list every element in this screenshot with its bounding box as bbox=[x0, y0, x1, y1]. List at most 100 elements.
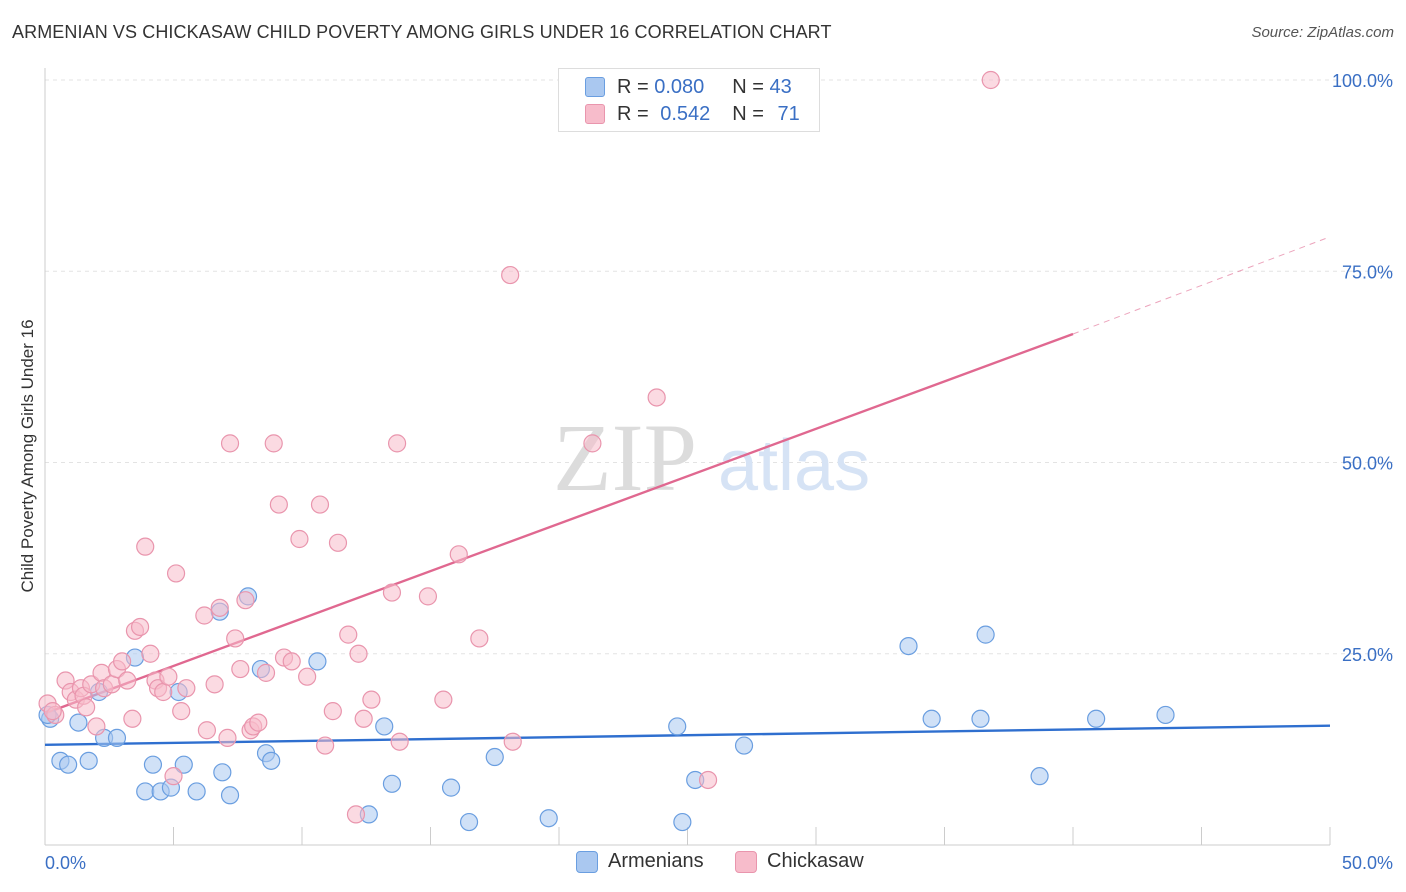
legend-swatch-armenians bbox=[585, 77, 605, 97]
point-armenians bbox=[262, 751, 281, 770]
point-armenians bbox=[976, 625, 995, 644]
point-armenians bbox=[971, 709, 990, 728]
grid-lines bbox=[45, 79, 1393, 655]
point-chickasaw bbox=[362, 690, 381, 709]
chart-title: ARMENIAN VS CHICKASAW CHILD POVERTY AMON… bbox=[12, 22, 832, 42]
trend-line-armenians bbox=[44, 724, 1331, 746]
point-armenians bbox=[143, 755, 163, 774]
bottom-legend-chickasaw: Chickasaw bbox=[735, 850, 864, 873]
point-chickasaw bbox=[264, 434, 283, 453]
point-chickasaw bbox=[164, 767, 183, 786]
point-chickasaw bbox=[418, 587, 438, 606]
point-chickasaw bbox=[102, 675, 121, 694]
point-armenians bbox=[734, 736, 754, 755]
point-chickasaw bbox=[236, 591, 255, 610]
point-chickasaw bbox=[501, 265, 520, 285]
point-chickasaw bbox=[218, 728, 237, 748]
watermark: ZIP atlas bbox=[553, 404, 870, 511]
point-chickasaw bbox=[269, 495, 288, 514]
point-chickasaw bbox=[647, 388, 666, 407]
point-chickasaw bbox=[130, 617, 150, 637]
point-chickasaw bbox=[328, 533, 348, 552]
point-chickasaw bbox=[282, 652, 301, 671]
legend-r-label: R = bbox=[617, 75, 649, 98]
bottom-legend-swatch-chickasaw bbox=[735, 850, 757, 873]
point-armenians bbox=[79, 751, 98, 770]
point-armenians bbox=[441, 778, 461, 797]
point-chickasaw bbox=[470, 629, 489, 648]
point-chickasaw bbox=[77, 698, 96, 717]
point-chickasaw bbox=[310, 495, 330, 514]
y-tick-label: 25.0% bbox=[1342, 645, 1393, 665]
chart-source: Source: ZipAtlas.com bbox=[1251, 24, 1394, 41]
point-chickasaw bbox=[382, 583, 402, 602]
bottom-legend-swatch-armenians bbox=[576, 850, 598, 873]
point-chickasaw bbox=[698, 770, 718, 790]
point-armenians bbox=[673, 812, 692, 832]
point-chickasaw bbox=[298, 667, 317, 686]
legend-r-label: R = bbox=[617, 102, 649, 125]
legend-row-armenians: R = 0.080 N = 43 bbox=[585, 75, 792, 99]
point-armenians bbox=[485, 747, 504, 767]
point-chickasaw bbox=[339, 625, 358, 644]
trend-lines bbox=[44, 236, 1331, 746]
legend-row-chickasaw: R = 0.542 N = 71 bbox=[585, 102, 800, 126]
bottom-legend: Armenians Chickasaw bbox=[0, 850, 1406, 878]
point-chickasaw bbox=[136, 537, 155, 556]
point-chickasaw bbox=[141, 644, 160, 663]
point-chickasaw bbox=[166, 564, 186, 583]
legend-n-value-chickasaw: 71 bbox=[777, 102, 800, 125]
point-chickasaw bbox=[346, 805, 366, 824]
point-chickasaw bbox=[123, 709, 142, 728]
point-chickasaw bbox=[197, 721, 217, 740]
point-chickasaw bbox=[981, 70, 1000, 90]
point-chickasaw bbox=[449, 545, 468, 564]
point-chickasaw bbox=[159, 667, 178, 686]
point-chickasaw bbox=[316, 736, 335, 755]
point-armenians bbox=[174, 755, 193, 774]
point-armenians bbox=[1030, 767, 1049, 786]
point-armenians bbox=[375, 717, 394, 736]
point-armenians bbox=[668, 717, 687, 736]
bottom-legend-label-armenians: Armenians bbox=[608, 850, 704, 872]
tick-labels: 25.0% 50.0% 75.0% 100.0% 0.0% 50.0% bbox=[45, 71, 1393, 873]
point-chickasaw bbox=[323, 702, 342, 721]
point-chickasaw bbox=[249, 713, 268, 732]
point-armenians bbox=[69, 713, 88, 732]
trend-line-chickasaw bbox=[44, 332, 1074, 715]
point-chickasaw bbox=[195, 606, 214, 625]
point-armenians bbox=[459, 812, 479, 832]
point-armenians bbox=[922, 709, 941, 728]
point-chickasaw bbox=[118, 671, 137, 690]
x-tick-label: 50.0% bbox=[1342, 853, 1393, 873]
legend: R = 0.080 N = 43 R = 0.542 N = 71 bbox=[558, 68, 820, 132]
legend-r-value-armenians: 0.080 bbox=[654, 75, 705, 98]
point-armenians bbox=[213, 763, 232, 782]
point-chickasaw bbox=[434, 690, 453, 709]
point-armenians bbox=[1156, 705, 1175, 725]
point-armenians bbox=[59, 755, 78, 774]
point-chickasaw bbox=[43, 702, 62, 721]
point-armenians bbox=[187, 782, 206, 801]
bottom-legend-label-chickasaw: Chickasaw bbox=[767, 850, 864, 872]
point-armenians bbox=[308, 652, 327, 671]
point-chickasaw bbox=[390, 732, 409, 751]
point-chickasaw bbox=[210, 598, 229, 617]
point-armenians bbox=[382, 774, 402, 793]
y-axis-label: Child Poverty Among Girls Under 16 bbox=[18, 319, 37, 593]
point-chickasaw bbox=[256, 663, 276, 682]
watermark-atlas: atlas bbox=[718, 426, 870, 506]
point-chickasaw bbox=[349, 644, 368, 663]
legend-n-label: N = bbox=[732, 75, 764, 98]
point-chickasaw bbox=[354, 709, 373, 728]
point-armenians bbox=[1087, 709, 1106, 728]
point-chickasaw bbox=[87, 717, 106, 736]
data-points bbox=[38, 70, 1175, 832]
legend-r-value-chickasaw: 0.542 bbox=[660, 102, 711, 125]
bottom-legend-armenians: Armenians bbox=[576, 850, 704, 873]
point-chickasaw bbox=[205, 675, 224, 694]
point-chickasaw bbox=[177, 679, 196, 698]
point-chickasaw bbox=[172, 702, 191, 721]
point-chickasaw bbox=[387, 434, 407, 453]
